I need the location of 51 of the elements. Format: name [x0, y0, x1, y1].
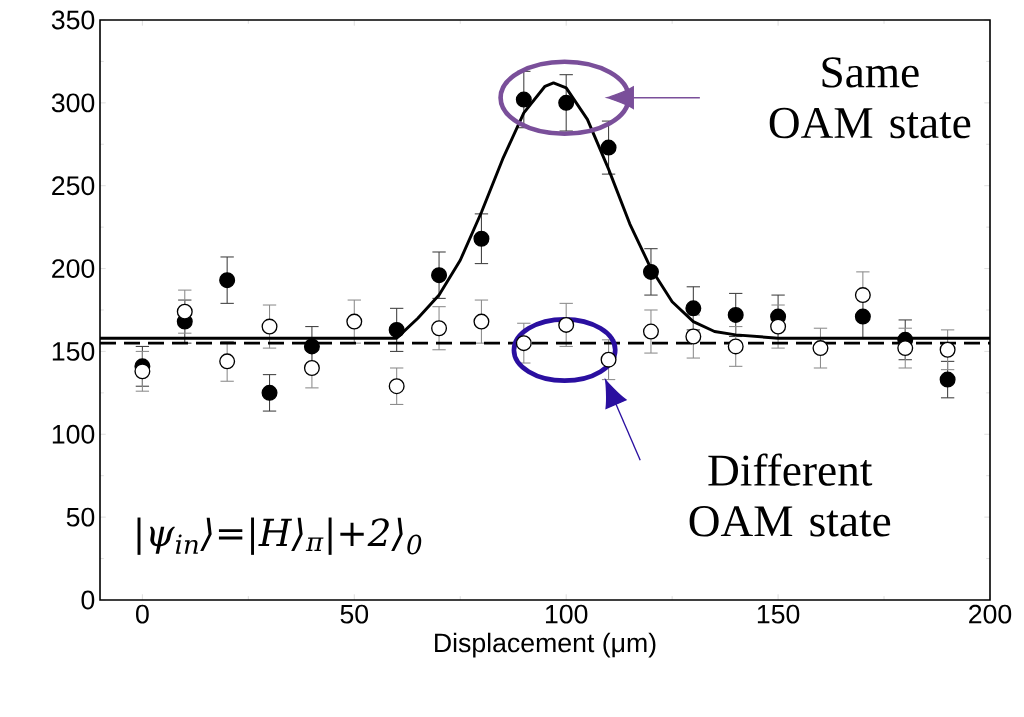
point	[854, 308, 871, 325]
point	[261, 384, 278, 401]
x-tick-label: 200	[969, 604, 1012, 624]
point	[939, 341, 956, 358]
point	[939, 371, 956, 388]
y-tick-label: 300	[51, 93, 95, 113]
point	[727, 306, 744, 323]
point	[176, 303, 193, 320]
y-tick-label: 250	[52, 176, 95, 196]
x-tick-label: 0	[136, 604, 149, 624]
x-tick-label: 100	[545, 604, 588, 624]
point	[473, 313, 490, 330]
point	[727, 338, 744, 355]
point	[558, 316, 575, 333]
y-tick-label: 50	[66, 507, 95, 527]
point	[642, 263, 659, 280]
point	[600, 139, 617, 156]
x-tick-label: 50	[340, 604, 369, 624]
point	[134, 363, 151, 380]
y-tick-label: 150	[52, 341, 95, 361]
point	[515, 335, 532, 352]
annotation: Different OAM state	[689, 453, 891, 537]
x-tick-label: 150	[757, 604, 800, 624]
point	[388, 378, 405, 395]
y-tick-label: 350	[51, 10, 95, 30]
x-axis-title: Displacement (μm)	[435, 632, 656, 658]
y-tick-label: 100	[52, 424, 95, 444]
point	[431, 320, 448, 337]
annotation: |ψ$_{in}$⟩=|H⟩$_{π}$|+2⟩$_{0}$	[137, 517, 422, 555]
point	[346, 313, 363, 330]
point	[600, 351, 617, 368]
point	[515, 91, 532, 108]
point	[261, 318, 278, 335]
point	[685, 328, 702, 345]
point	[685, 300, 702, 317]
point	[770, 318, 787, 335]
point	[303, 338, 320, 355]
point	[431, 267, 448, 284]
point	[388, 321, 405, 338]
annotation: Same OAM state	[769, 57, 971, 139]
point	[854, 287, 871, 304]
point	[812, 340, 829, 357]
y-tick-label: 0	[81, 590, 95, 610]
point	[897, 340, 914, 357]
point	[473, 230, 490, 247]
point	[219, 272, 236, 289]
point	[642, 323, 659, 340]
y-tick-label: 200	[52, 259, 95, 278]
point	[303, 359, 320, 376]
point	[219, 353, 236, 370]
point	[558, 94, 575, 111]
